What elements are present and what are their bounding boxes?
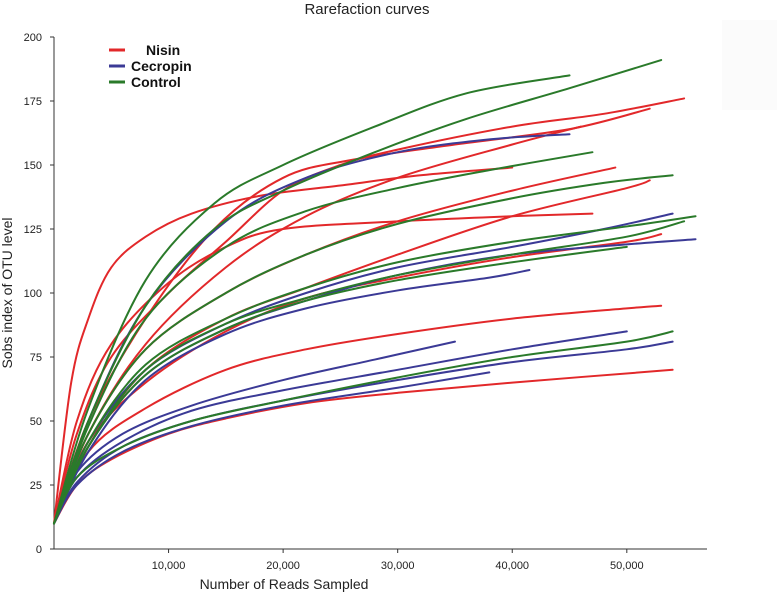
y-tick-label: 125: [24, 224, 42, 236]
legend-label-cecropin: Cecropin: [131, 58, 192, 74]
y-tick-label: 50: [30, 416, 42, 428]
curve-cecropin: [53, 340, 456, 525]
curves-group: [53, 59, 697, 525]
y-tick-label: 100: [24, 288, 42, 300]
curve-nisin: [53, 107, 651, 525]
ticks-group: 0 25 50 75 100 125 150 175 200 10,000 20,000 30,000…: [24, 32, 644, 572]
curve-control: [53, 215, 697, 525]
curve-control: [53, 59, 663, 525]
x-tick-label: 20,000: [266, 560, 300, 572]
curve-control: [53, 245, 628, 525]
curve-nisin: [53, 304, 663, 525]
y-axis-title: Sobs index of OTU level: [0, 218, 15, 369]
curve-control: [53, 330, 674, 525]
y-tick-label: 150: [24, 160, 42, 172]
y-tick-label: 0: [36, 544, 42, 556]
x-tick-label: 50,000: [610, 560, 644, 572]
y-tick-label: 200: [24, 32, 42, 44]
curve-nisin: [53, 212, 594, 525]
curve-nisin: [53, 166, 514, 525]
y-tick-label: 175: [24, 96, 42, 108]
x-axis-title: Number of Reads Sampled: [200, 576, 369, 592]
legend-label-nisin: Nisin: [146, 42, 180, 58]
chart-title: Rarefaction curves: [304, 1, 429, 18]
corner-artifact: [722, 20, 777, 110]
curve-cecropin: [53, 330, 628, 525]
curve-control: [53, 151, 594, 525]
legend-label-control: Control: [131, 74, 181, 90]
curve-cecropin: [53, 268, 531, 525]
y-tick-label: 25: [30, 480, 42, 492]
x-tick-label: 10,000: [152, 560, 186, 572]
curve-control: [53, 74, 571, 525]
x-tick-label: 40,000: [495, 560, 529, 572]
x-tick-label: 30,000: [381, 560, 415, 572]
curve-control: [53, 174, 674, 525]
curve-cecropin: [53, 371, 491, 525]
y-tick-label: 75: [30, 352, 42, 364]
